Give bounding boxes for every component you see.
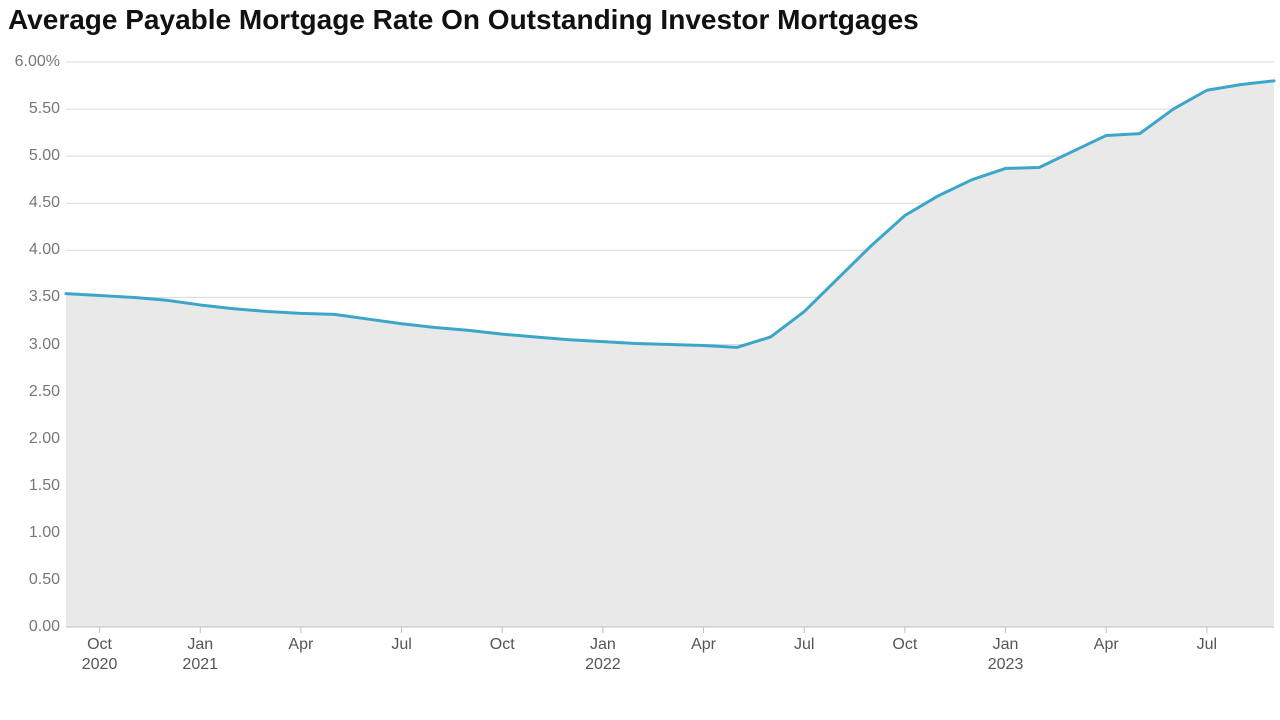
y-tick-label: 2.00 bbox=[29, 430, 66, 448]
area-fill bbox=[66, 81, 1274, 627]
x-tick-label: Jan2023 bbox=[988, 627, 1024, 675]
y-tick-label: 0.50 bbox=[29, 571, 66, 589]
x-tick-label: Apr bbox=[691, 627, 716, 655]
y-tick-label: 3.50 bbox=[29, 288, 66, 306]
x-tick-label: Jan2022 bbox=[585, 627, 621, 675]
x-tick-label: Oct bbox=[892, 627, 917, 655]
y-tick-label: 6.00% bbox=[15, 53, 66, 71]
y-tick-label: 4.50 bbox=[29, 194, 66, 212]
x-tick-label: Oct2020 bbox=[82, 627, 118, 675]
x-tick-label: Apr bbox=[1094, 627, 1119, 655]
y-tick-label: 5.00 bbox=[29, 147, 66, 165]
y-tick-label: 2.50 bbox=[29, 383, 66, 401]
container: Average Payable Mortgage Rate On Outstan… bbox=[0, 0, 1280, 720]
y-tick-label: 1.00 bbox=[29, 524, 66, 542]
y-tick-label: 5.50 bbox=[29, 100, 66, 118]
x-tick-label: Apr bbox=[288, 627, 313, 655]
y-tick-label: 1.50 bbox=[29, 477, 66, 495]
y-tick-label: 3.00 bbox=[29, 336, 66, 354]
chart-title: Average Payable Mortgage Rate On Outstan… bbox=[8, 4, 919, 36]
x-tick-label: Jul bbox=[1197, 627, 1217, 655]
x-tick-label: Oct bbox=[490, 627, 515, 655]
y-tick-label: 0.00 bbox=[29, 618, 66, 636]
x-tick-label: Jul bbox=[794, 627, 814, 655]
chart-svg bbox=[66, 62, 1274, 627]
y-tick-label: 4.00 bbox=[29, 241, 66, 259]
x-tick-label: Jan2021 bbox=[182, 627, 218, 675]
x-tick-label: Jul bbox=[391, 627, 411, 655]
chart-plot-area: 0.000.501.001.502.002.503.003.504.004.50… bbox=[66, 62, 1274, 627]
